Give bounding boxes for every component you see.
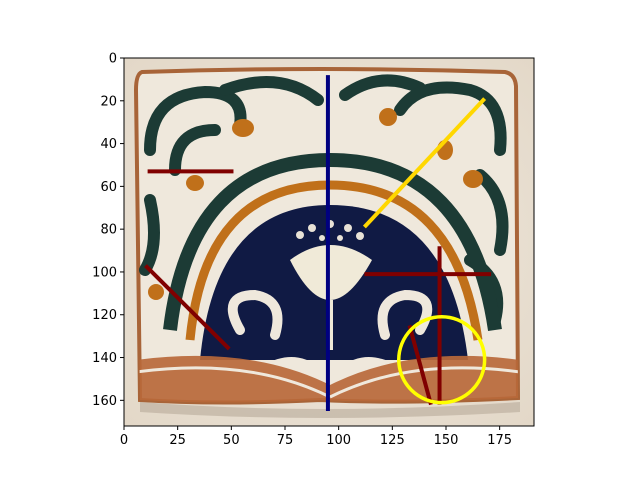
annotation-line xyxy=(362,97,487,229)
y-tick-label: 60 xyxy=(100,180,117,195)
y-tick-label: 140 xyxy=(92,351,117,366)
terracotta-band xyxy=(136,355,518,403)
y-tick-label: 160 xyxy=(92,394,117,409)
y-axis: 0 20 40 60 80 100 120 140 160 xyxy=(92,52,124,409)
x-tick-label: 175 xyxy=(487,433,512,448)
y-tick-label: 40 xyxy=(100,137,117,152)
annotation-line xyxy=(407,324,433,406)
x-tick-label: 75 xyxy=(277,433,294,448)
arch-outer xyxy=(163,152,502,332)
y-tick-label: 0 xyxy=(109,52,117,67)
y-tick-label: 80 xyxy=(100,223,117,238)
annotations xyxy=(144,75,492,412)
x-tick-label: 150 xyxy=(434,433,459,448)
tile-shadow xyxy=(140,402,520,418)
annotation-line xyxy=(144,264,231,351)
x-tick-label: 0 xyxy=(120,433,128,448)
axes-frame xyxy=(123,57,535,427)
x-tick-label: 100 xyxy=(326,433,351,448)
y-tick-label: 120 xyxy=(92,308,117,323)
y-tick-label: 100 xyxy=(92,265,117,280)
x-tick-label: 125 xyxy=(380,433,405,448)
x-tick-label: 25 xyxy=(169,433,186,448)
arch-ochre xyxy=(185,180,483,341)
annotation-circle xyxy=(397,314,487,405)
x-axis: 0 25 50 75 100 125 150 175 xyxy=(120,426,512,448)
x-tick-label: 50 xyxy=(223,433,240,448)
y-tick-label: 20 xyxy=(100,94,117,109)
